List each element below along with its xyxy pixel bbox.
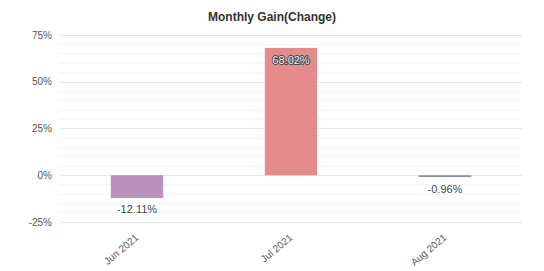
svg-text:Jul 2021: Jul 2021 xyxy=(259,232,295,265)
svg-text:Monthly Gain(Change): Monthly Gain(Change) xyxy=(208,10,336,24)
svg-text:25%: 25% xyxy=(32,123,52,134)
svg-text:50%: 50% xyxy=(32,76,52,87)
svg-text:-0.96%: -0.96% xyxy=(428,183,463,195)
svg-text:-25%: -25% xyxy=(29,217,52,228)
svg-text:0%: 0% xyxy=(38,170,53,181)
svg-text:Jun 2021: Jun 2021 xyxy=(102,232,141,267)
svg-text:75%: 75% xyxy=(32,30,52,41)
svg-text:68.02%: 68.02% xyxy=(272,54,310,66)
svg-text:Aug 2021: Aug 2021 xyxy=(409,232,449,268)
svg-text:-12.11%: -12.11% xyxy=(117,203,157,215)
